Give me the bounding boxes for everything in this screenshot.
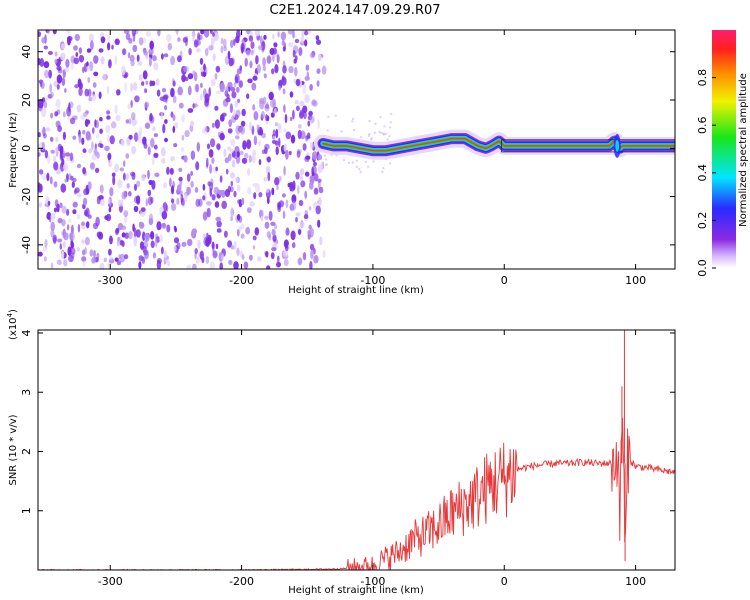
snr-frame xyxy=(37,329,676,571)
colorbar-gradient xyxy=(712,30,736,268)
x-tick-label: -200 xyxy=(229,274,254,287)
x-tick-label: 0 xyxy=(501,575,508,588)
y-tick-label: -40 xyxy=(20,236,33,254)
spectrogram-x-label: Height of straight line (km) xyxy=(288,285,424,296)
y-tick-label: 1 xyxy=(20,507,33,514)
chart-title: C2E1.2024.147.09.29.R07 xyxy=(269,3,440,18)
snr-y-multiplier: (x104) xyxy=(6,309,19,340)
y-tick-label: -20 xyxy=(20,188,33,206)
snr-x-axis: -300 -200 -100 0 100 xyxy=(98,330,646,588)
snr-y-label: SNR (10 * v/v) xyxy=(8,414,19,485)
colorbar-tick-label: 0.0 xyxy=(696,259,709,277)
y-tick-label: 2 xyxy=(20,448,33,455)
snr-series-line xyxy=(38,417,675,570)
spectrogram-y-label: Frequency (Hz) xyxy=(8,112,19,188)
y-tick-label: 0 xyxy=(20,145,33,152)
x-tick-label: -300 xyxy=(98,575,123,588)
y-tick-label: 40 xyxy=(20,45,33,59)
colorbar-tick-label: 0.2 xyxy=(696,212,709,230)
x-tick-label: -100 xyxy=(360,575,385,588)
signal-spike-core xyxy=(615,139,619,152)
y-tick-label: 20 xyxy=(20,93,33,107)
colorbar-tick-label: 0.6 xyxy=(696,116,709,134)
x-tick-label: 100 xyxy=(625,274,646,287)
colorbar: 0.0 0.2 0.4 0.6 0.8 Normalized spectral ampl… xyxy=(696,30,749,277)
colorbar-tick-label: 0.8 xyxy=(696,69,709,87)
colorbar-tick-label: 0.4 xyxy=(696,164,709,182)
colorbar-label: Normalized spectral amplitude xyxy=(738,73,749,227)
x-tick-label: 0 xyxy=(501,274,508,287)
noise-texture xyxy=(38,30,393,269)
spectrogram-y-axis: -40 -20 0 20 40 xyxy=(20,45,675,254)
x-tick-label: -100 xyxy=(360,274,385,287)
x-tick-label: -300 xyxy=(98,274,123,287)
y-tick-label: 4 xyxy=(20,329,33,336)
signal-band-outline xyxy=(501,139,675,153)
spectrogram-frame xyxy=(37,29,676,270)
snr-panel: -300 -200 -100 0 100 1 2 3 4 Height of straight… xyxy=(6,309,676,596)
spectrogram-data xyxy=(38,30,675,269)
x-tick-label: 100 xyxy=(625,575,646,588)
y-tick-label: 3 xyxy=(20,389,33,396)
x-tick-label: -200 xyxy=(229,575,254,588)
spectrogram-x-axis: -300 -200 -100 0 100 xyxy=(98,30,646,287)
snr-x-label: Height of straight line (km) xyxy=(288,585,424,596)
colorbar-ticks: 0.0 0.2 0.4 0.6 0.8 xyxy=(696,69,716,277)
snr-y-axis: 1 2 3 4 xyxy=(20,329,675,514)
